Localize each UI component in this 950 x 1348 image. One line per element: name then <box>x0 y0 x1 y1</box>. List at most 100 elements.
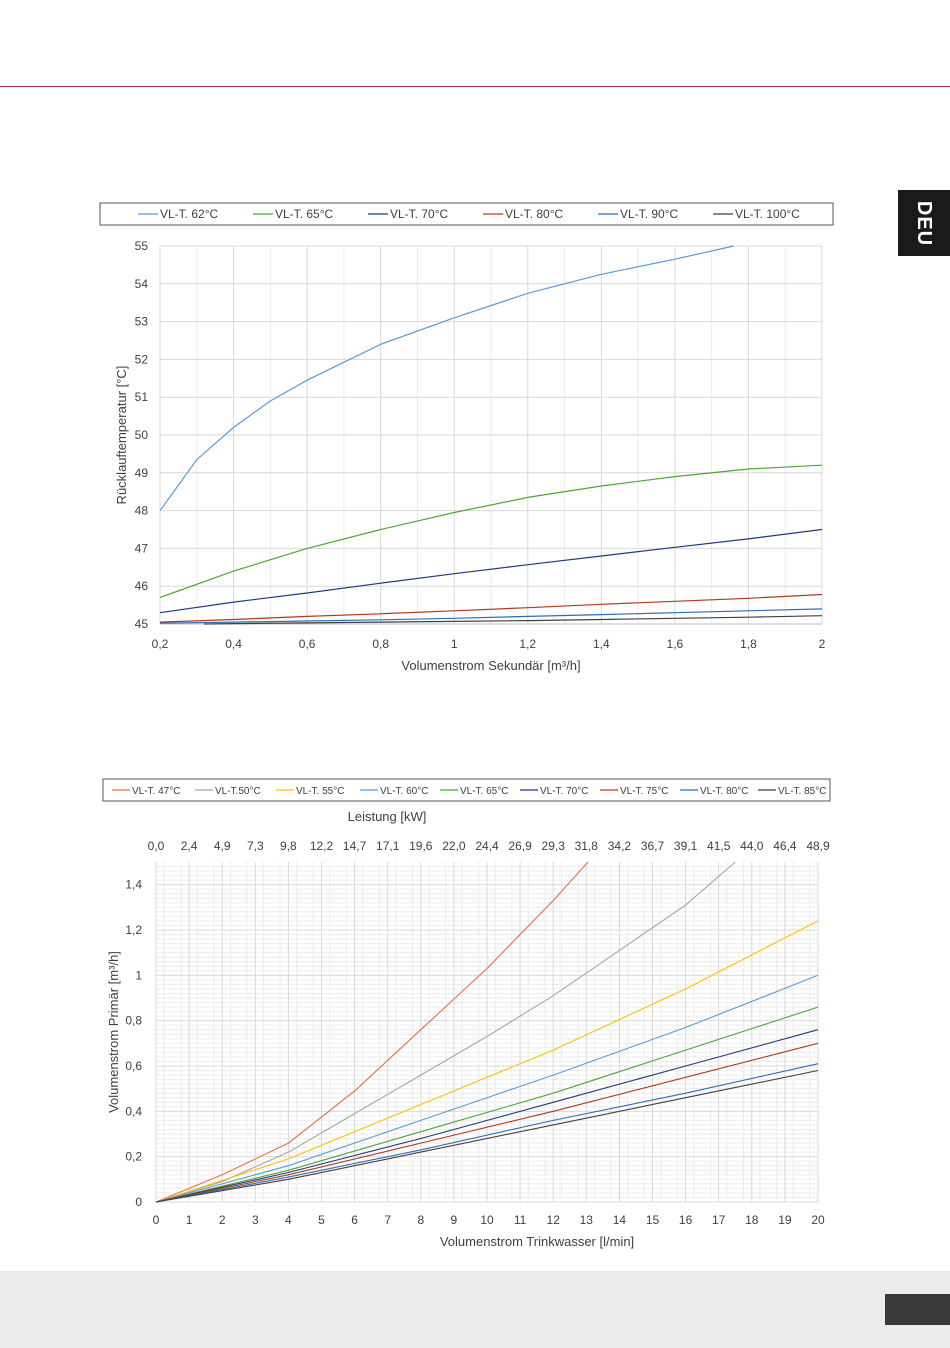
legend-label: VL-T. 62°C <box>160 207 218 221</box>
x-tick-label: 1,4 <box>593 637 610 651</box>
series-line <box>159 245 734 511</box>
series-line <box>159 528 823 614</box>
x-tick-label: 8 <box>417 1213 424 1227</box>
legend-label: VL-T. 55°C <box>296 786 344 797</box>
y-tick-label: 48 <box>135 504 149 518</box>
x-axis-title: Volumenstrom Sekundär [m³/h] <box>401 658 580 673</box>
x-tick-label: 1,2 <box>519 637 536 651</box>
x2-tick-label: 22,0 <box>442 839 466 853</box>
x-tick-label: 5 <box>318 1213 325 1227</box>
x2-tick-label: 44,0 <box>740 839 764 853</box>
x2-tick-label: 46,4 <box>773 839 797 853</box>
x2-tick-label: 12,2 <box>310 839 334 853</box>
legend-label: VL-T. 80°C <box>505 207 563 221</box>
legend-label: VL-T. 65°C <box>460 786 508 797</box>
footer-band <box>0 1271 950 1348</box>
y-tick-label: 46 <box>135 579 149 593</box>
y-tick-label: 1,4 <box>125 878 142 892</box>
x2-tick-label: 4,9 <box>214 839 231 853</box>
legend-label: VL-T. 70°C <box>390 207 448 221</box>
x-tick-label: 1,6 <box>667 637 684 651</box>
header-rule <box>0 86 950 87</box>
legend-label: VL-T. 100°C <box>735 207 800 221</box>
series-line <box>155 1069 819 1203</box>
y-tick-label: 52 <box>135 352 149 366</box>
legend-label: VL-T. 47°C <box>132 786 180 797</box>
x-tick-label: 1,8 <box>740 637 757 651</box>
x-tick-label: 12 <box>547 1213 561 1227</box>
series-line <box>155 920 819 1203</box>
y-tick-label: 54 <box>135 277 149 291</box>
series-line <box>155 1042 819 1203</box>
series-line <box>159 593 823 623</box>
legend-label: VL-T. 85°C <box>778 786 826 797</box>
x-tick-label: 20 <box>811 1213 825 1227</box>
x-tick-label: 3 <box>252 1213 259 1227</box>
series-line <box>155 1029 819 1203</box>
x-tick-label: 0,6 <box>299 637 316 651</box>
x-tick-label: 4 <box>285 1213 292 1227</box>
page-number-tab <box>885 1294 950 1325</box>
y-tick-label: 1 <box>135 968 142 982</box>
language-tab-label: DEU <box>913 200 936 246</box>
x-tick-label: 9 <box>451 1213 458 1227</box>
x-tick-label: 0,4 <box>225 637 242 651</box>
series-line <box>159 464 823 599</box>
x2-tick-label: 29,3 <box>542 839 566 853</box>
series-line <box>159 608 823 624</box>
x2-tick-label: 36,7 <box>641 839 665 853</box>
legend-box <box>99 202 834 226</box>
y-tick-label: 51 <box>135 390 149 404</box>
x2-tick-label: 14,7 <box>343 839 367 853</box>
x2-tick-label: 48,9 <box>806 839 830 853</box>
x-tick-label: 13 <box>580 1213 594 1227</box>
y-tick-label: 47 <box>135 541 149 555</box>
y-tick-label: 50 <box>135 428 149 442</box>
x-tick-label: 6 <box>351 1213 358 1227</box>
x2-tick-label: 39,1 <box>674 839 698 853</box>
legend-label: VL-T. 60°C <box>380 786 428 797</box>
x-tick-label: 0 <box>153 1213 160 1227</box>
y-tick-label: 0,6 <box>125 1059 142 1073</box>
legend-box <box>102 778 831 802</box>
x2-tick-label: 41,5 <box>707 839 731 853</box>
x-tick-label: 11 <box>514 1213 527 1227</box>
x-tick-label: 17 <box>712 1213 726 1227</box>
x2-axis-title: Leistung [kW] <box>348 809 427 824</box>
y-tick-label: 55 <box>135 239 149 253</box>
legend-label: VL-T. 75°C <box>620 786 668 797</box>
chart-return-temperature: VL-T. 62°C VL-T. 65°C VL-T. 70°C VL-T. 80°C… <box>99 202 834 673</box>
x-tick-label: 14 <box>613 1213 627 1227</box>
x2-tick-label: 24,4 <box>475 839 499 853</box>
x2-tick-label: 17,1 <box>376 839 400 853</box>
x-tick-label: 0,2 <box>152 637 169 651</box>
y-tick-label: 49 <box>135 466 149 480</box>
x-tick-label: 10 <box>480 1213 494 1227</box>
x-tick-label: 0,8 <box>372 637 389 651</box>
x-tick-label: 2 <box>819 637 826 651</box>
x2-tick-label: 34,2 <box>608 839 632 853</box>
series-line <box>155 1006 819 1203</box>
series-line <box>155 861 736 1203</box>
x-tick-label: 19 <box>778 1213 792 1227</box>
series-line <box>155 1063 819 1203</box>
x2-tick-label: 0,0 <box>148 839 165 853</box>
y-tick-label: 0,4 <box>125 1104 142 1118</box>
y-tick-label: 0,8 <box>125 1014 142 1028</box>
y-tick-label: 1,2 <box>125 923 142 937</box>
x2-tick-label: 19,6 <box>409 839 433 853</box>
series-line <box>155 861 589 1203</box>
x2-tick-label: 7,3 <box>247 839 264 853</box>
x-tick-label: 16 <box>679 1213 693 1227</box>
legend-label: VL-T. 90°C <box>620 207 678 221</box>
legend-label: VL-T.50°C <box>215 786 261 797</box>
y-axis-title: Volumenstrom Primär [m³/h] <box>106 951 121 1113</box>
series-line <box>204 615 823 625</box>
x2-tick-label: 26,9 <box>508 839 532 853</box>
x-tick-label: 18 <box>745 1213 759 1227</box>
x-tick-label: 7 <box>384 1213 391 1227</box>
x-tick-label: 2 <box>219 1213 226 1227</box>
legend-label: VL-T. 80°C <box>700 786 748 797</box>
y-tick-label: 0,2 <box>125 1150 142 1164</box>
legend-label: VL-T. 70°C <box>540 786 588 797</box>
